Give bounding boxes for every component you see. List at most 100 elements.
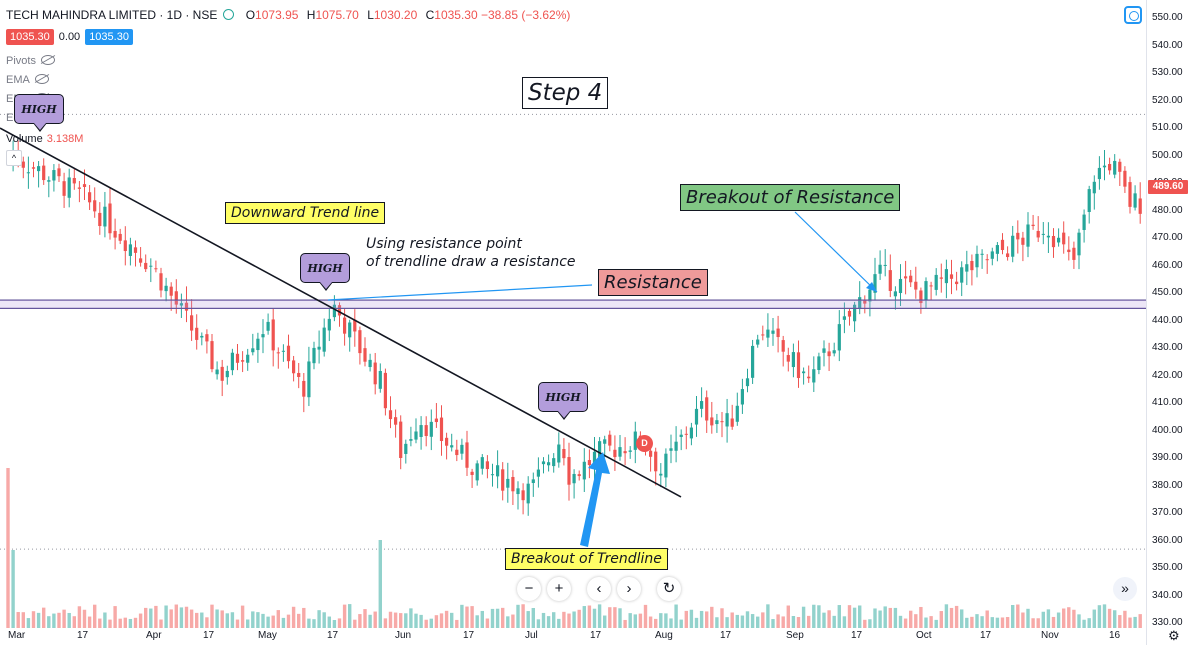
buy-price[interactable]: 1035.30 xyxy=(85,29,133,45)
candle-body xyxy=(536,469,540,477)
volume-bar xyxy=(123,617,127,628)
volume-bar xyxy=(215,609,219,628)
volume-bar xyxy=(679,619,683,628)
candle-body xyxy=(618,447,622,457)
volume-bar xyxy=(490,608,495,628)
volume-bar xyxy=(1097,605,1102,628)
volume-bar xyxy=(633,614,637,628)
volume-bar xyxy=(317,610,321,628)
volume-bar xyxy=(342,604,347,628)
time-tick: 17 xyxy=(463,630,475,641)
trend-lines xyxy=(0,127,1146,547)
candle-body xyxy=(1062,232,1066,245)
volume-bar xyxy=(735,614,739,628)
auto-scale-icon[interactable] xyxy=(1124,6,1142,24)
price-axis[interactable] xyxy=(1146,0,1200,645)
volume-bar xyxy=(888,607,892,628)
eye-hidden-icon[interactable] xyxy=(34,74,49,84)
candle-body xyxy=(368,359,372,368)
candle-body xyxy=(266,321,270,331)
reset-chart-button[interactable]: ↻ xyxy=(657,577,681,601)
volume-bar xyxy=(664,613,668,628)
candle-body xyxy=(434,418,438,423)
volume-bar xyxy=(939,611,943,628)
candle-body xyxy=(424,425,428,437)
indicator-ema-1[interactable]: EMA xyxy=(6,74,49,86)
settings-icon[interactable]: ⚙ xyxy=(1168,628,1180,643)
sell-price[interactable]: 1035.30 xyxy=(6,29,54,45)
candle-body xyxy=(1026,224,1030,247)
volume-bar xyxy=(766,604,770,628)
volume-bar xyxy=(419,614,423,628)
symbol-title[interactable]: TECH MAHINDRA LIMITED · 1D · NSE xyxy=(6,8,218,22)
time-tick: May xyxy=(258,630,277,641)
indicator-pivots[interactable]: Pivots xyxy=(6,55,55,67)
scroll-to-latest-button[interactable]: » xyxy=(1113,577,1137,601)
collapse-legend-button[interactable]: ^ xyxy=(6,150,22,166)
volume-bar xyxy=(495,608,500,628)
candle-body xyxy=(399,421,403,458)
volume-bar xyxy=(42,607,46,628)
volume-bar xyxy=(873,608,877,628)
volume-bar xyxy=(531,607,535,628)
candle-body xyxy=(1000,239,1005,251)
candle-body xyxy=(1067,249,1071,253)
volume-bars xyxy=(6,468,1142,628)
volume-bar xyxy=(460,604,464,628)
volume-bar xyxy=(613,607,617,628)
breakout-trendline-label: Breakout of Trendline xyxy=(505,548,668,570)
candle-body xyxy=(623,451,627,454)
time-tick: Nov xyxy=(1041,630,1059,641)
dividend-marker[interactable]: D xyxy=(636,435,653,452)
volume-bar xyxy=(138,613,143,628)
candle-body xyxy=(343,317,347,334)
price-tick: 530.00 xyxy=(1152,67,1183,79)
downward-trendline xyxy=(0,127,682,498)
price-tick: 540.00 xyxy=(1152,39,1183,51)
candle-body xyxy=(123,240,127,252)
time-tick: 17 xyxy=(590,630,602,641)
volume-bar xyxy=(36,612,41,628)
volume-bar xyxy=(281,617,286,628)
volume-bar xyxy=(455,619,459,628)
volume-legend[interactable]: Volume 3.138M xyxy=(6,133,84,145)
volume-bar xyxy=(740,615,745,628)
scroll-left-button[interactable]: ‹ xyxy=(587,577,611,601)
candle-body xyxy=(200,335,204,338)
candle-body xyxy=(944,269,948,284)
volume-bar xyxy=(592,608,597,628)
volume-bar xyxy=(286,614,291,628)
candle-body xyxy=(980,253,984,255)
eye-hidden-icon[interactable] xyxy=(40,55,55,65)
volume-bar xyxy=(552,612,556,628)
candle-body xyxy=(414,431,418,440)
volume-bar xyxy=(771,619,775,628)
volume-bar xyxy=(628,613,632,628)
candle-body xyxy=(485,461,489,470)
scroll-right-button[interactable]: › xyxy=(617,577,641,601)
volume-bar xyxy=(235,619,240,628)
candle-body xyxy=(184,302,189,311)
candle-body xyxy=(501,469,505,491)
candle-body xyxy=(592,451,597,467)
zoom-in-button[interactable]: + xyxy=(547,577,571,601)
volume-bar xyxy=(353,619,357,628)
volume-bar xyxy=(174,604,178,628)
volume-bar xyxy=(909,610,913,628)
volume-bar xyxy=(791,616,796,628)
candle-body xyxy=(235,353,240,363)
price-tick: 450.00 xyxy=(1152,287,1183,299)
volume-bar xyxy=(750,614,755,628)
candle-body xyxy=(547,462,551,466)
volume-bar xyxy=(6,468,10,628)
volume-bar xyxy=(572,611,576,628)
candle-body xyxy=(297,372,301,377)
candle-body xyxy=(934,274,938,290)
candle-body xyxy=(878,264,882,274)
time-tick: 17 xyxy=(77,630,89,641)
zoom-out-button[interactable]: − xyxy=(517,577,541,601)
volume-bar xyxy=(745,611,750,628)
volume-bar xyxy=(776,614,780,628)
candle-body xyxy=(965,264,969,272)
